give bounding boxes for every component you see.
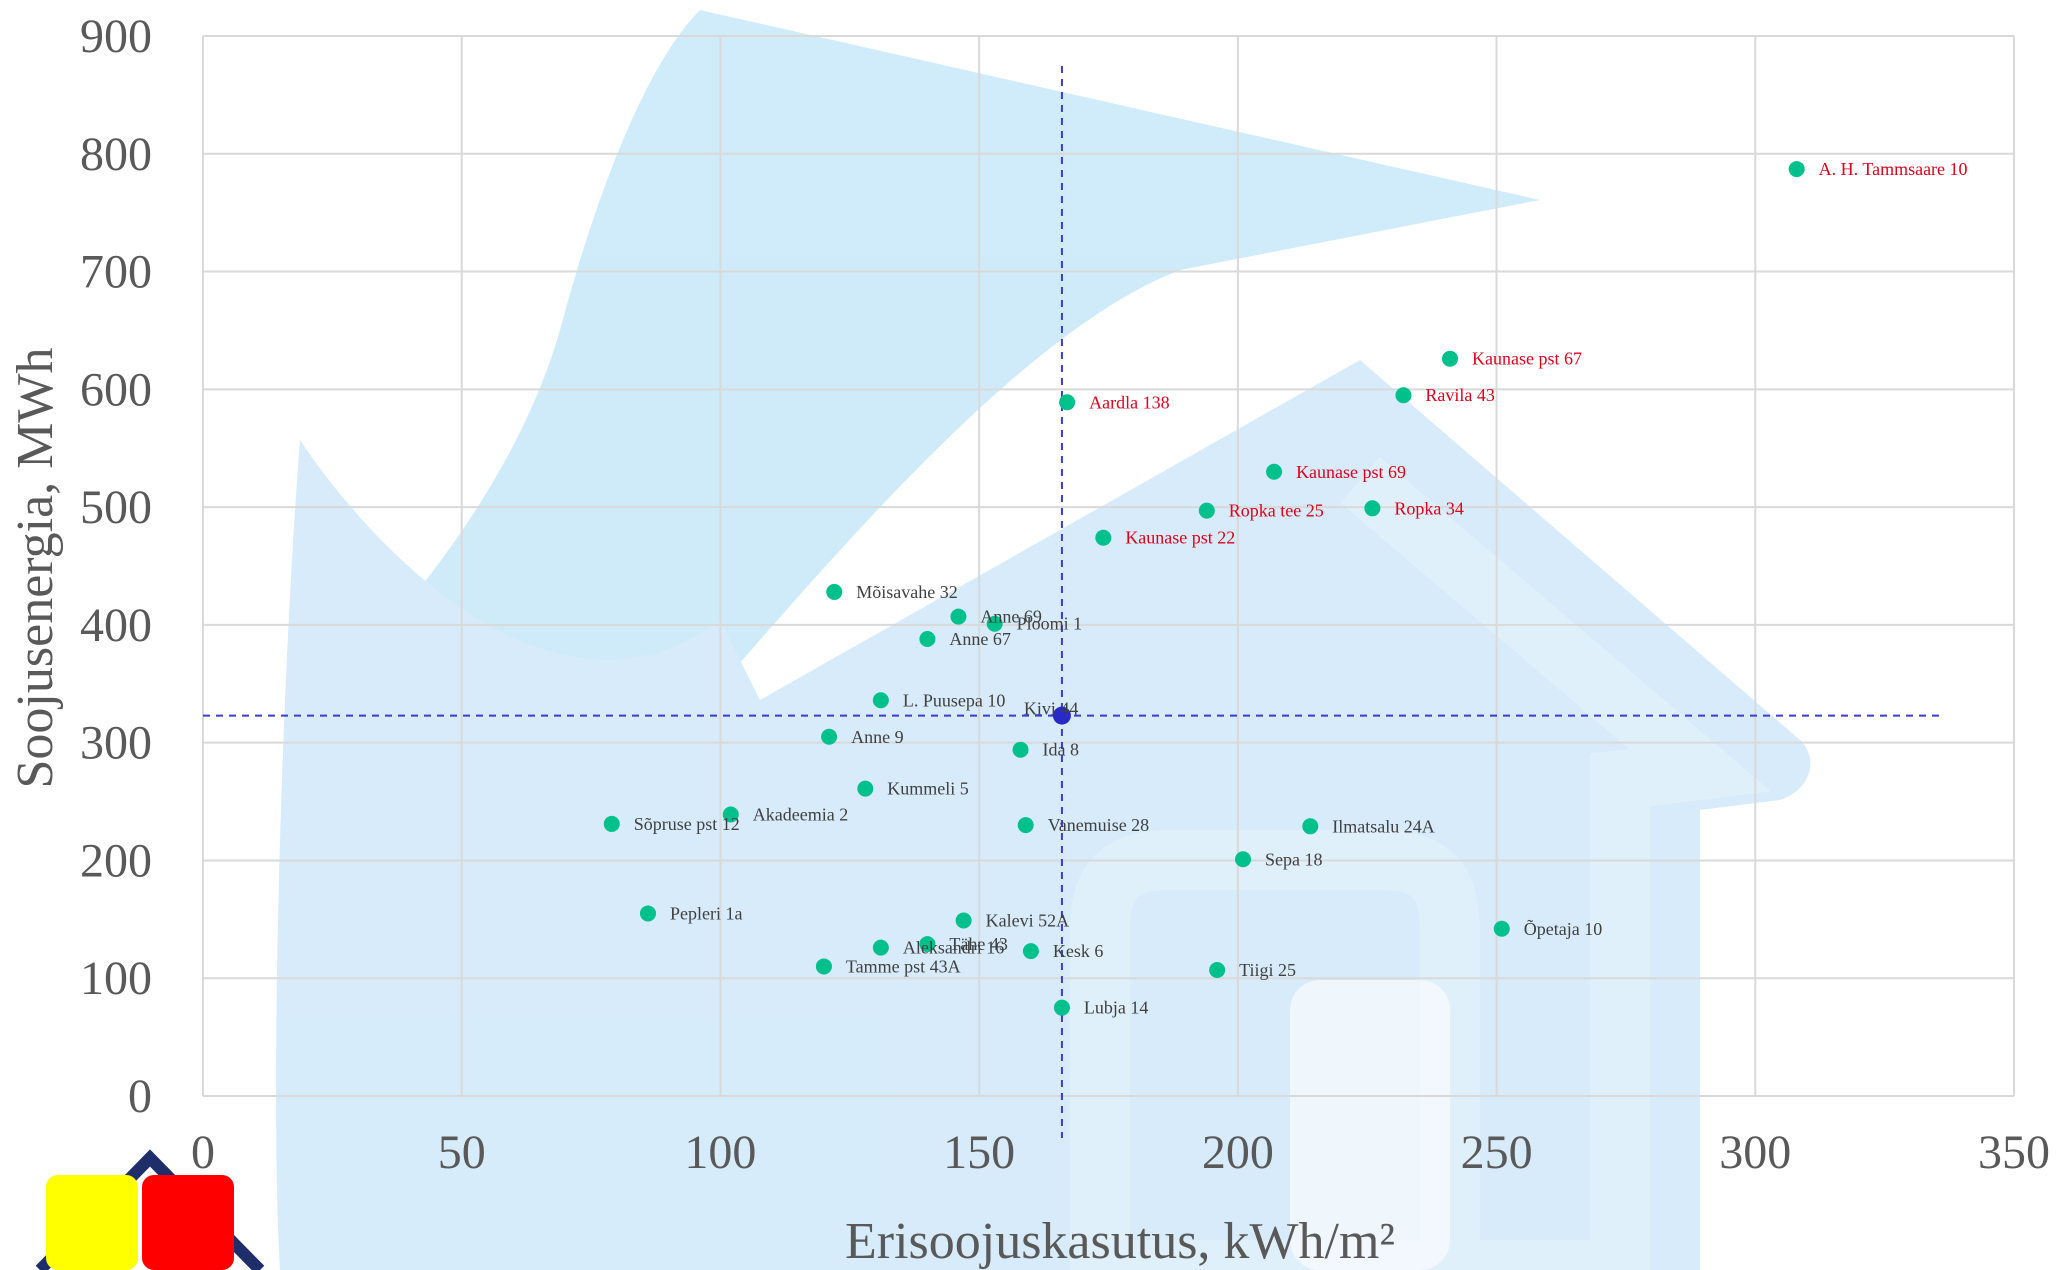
data-point-label: Akadeemia 2: [753, 805, 848, 825]
data-point: [1209, 961, 1226, 978]
data-point: [1053, 999, 1070, 1016]
data-point-label: Tamme pst 43A: [846, 956, 961, 976]
data-point-label: Kaunase pst 69: [1296, 462, 1406, 482]
data-point-label: L. Puusepa 10: [903, 690, 1006, 710]
data-point-label: Ropka 34: [1394, 498, 1464, 518]
data-point: [722, 806, 739, 823]
watermark-door: [1290, 980, 1450, 1270]
data-point: [1266, 463, 1283, 480]
y-axis-title: Soojusenergia, MWh: [7, 348, 64, 789]
y-tick-label: 300: [80, 717, 152, 770]
data-point-label: Pepleri 1a: [670, 903, 742, 923]
y-tick-label: 100: [80, 952, 152, 1005]
x-tick-label: 100: [684, 1126, 756, 1179]
data-point: [1095, 529, 1112, 546]
data-point: [603, 815, 620, 832]
data-point-label: Ploomi 1: [1017, 614, 1083, 634]
x-axis-title: Erisoojuskasutus, kWh/m²: [845, 1213, 1395, 1270]
point-labels: A. H. Tammsaare 10 Kaunase pst 67 Ravila 4…: [634, 159, 1968, 1018]
data-point-label: Aardla 138: [1089, 392, 1169, 412]
data-point: [1017, 817, 1034, 834]
data-point-label: Anne 67: [949, 629, 1011, 649]
data-point: [872, 692, 889, 709]
corner-logo: [35, 1149, 265, 1270]
data-point-label: Ravila 43: [1425, 385, 1495, 405]
data-point: [1442, 350, 1459, 367]
data-point-label: Anne 69: [980, 607, 1042, 627]
data-point-label: Kesk 6: [1053, 941, 1104, 961]
data-point: [826, 583, 843, 600]
x-tick-label: 300: [1719, 1126, 1791, 1179]
reference-point: [1052, 706, 1071, 725]
data-point-label: Anne 9: [851, 727, 904, 747]
data-point: [857, 780, 874, 797]
data-point: [1235, 851, 1252, 868]
data-point: [872, 939, 889, 956]
x-tick-label: 50: [438, 1126, 486, 1179]
data-point: [1059, 394, 1076, 411]
watermark-house-logo: [276, 10, 1811, 1270]
data-point: [639, 905, 656, 922]
data-point: [950, 608, 967, 625]
y-tick-label: 800: [80, 128, 152, 181]
data-point: [1302, 818, 1319, 835]
data-point: [1364, 500, 1381, 517]
y-tick-label: 0: [128, 1070, 152, 1123]
data-point-label: Ropka tee 25: [1229, 501, 1324, 521]
data-point: [1395, 387, 1412, 404]
x-tick-label: 150: [943, 1126, 1015, 1179]
data-point-label: Tähe 43: [949, 934, 1007, 954]
data-point: [815, 958, 832, 975]
data-point-label: Kaunase pst 22: [1125, 528, 1235, 548]
data-point: [821, 728, 838, 745]
data-point-label: Lubja 14: [1084, 998, 1149, 1018]
data-point: [919, 936, 936, 953]
data-point-label: Aleksandri 16: [903, 938, 1004, 958]
y-tick-label: 500: [80, 481, 152, 534]
data-point: [919, 631, 936, 648]
logo-yellow-square: [46, 1175, 138, 1270]
data-point: [955, 912, 972, 929]
y-tick-label: 900: [80, 10, 152, 63]
y-tick-label: 600: [80, 363, 152, 416]
data-point: [1198, 502, 1215, 519]
data-point-label: Sepa 18: [1265, 849, 1323, 869]
data-point-label: Sõpruse pst 12: [634, 814, 740, 834]
reference-lines: [203, 66, 1942, 1138]
data-point: [1493, 920, 1510, 937]
y-tick-label: 700: [80, 246, 152, 299]
data-point: [1022, 943, 1039, 960]
y-tick-label: 400: [80, 599, 152, 652]
x-tick-label: 350: [1978, 1126, 2050, 1179]
data-point-label: Ida 8: [1043, 740, 1079, 760]
data-point-label: Kaunase pst 67: [1472, 349, 1582, 369]
logo-red-square: [142, 1175, 234, 1270]
gridlines: [202, 35, 2015, 1097]
data-point-label: Ilmatsalu 24A: [1332, 816, 1434, 836]
axes: 0 50 100 150 200 250 300 350 0 100 200 300 400 500 600…: [80, 10, 2050, 1179]
x-tick-label: 250: [1461, 1126, 1533, 1179]
data-point: [1788, 161, 1805, 178]
x-tick-label: 200: [1202, 1126, 1274, 1179]
reference-point-label: Kivi 44: [1024, 699, 1079, 719]
data-point-label: Kalevi 52A: [986, 911, 1069, 931]
data-point-label: Mõisavahe 32: [856, 582, 957, 602]
y-tick-label: 200: [80, 834, 152, 887]
data-point: [1012, 741, 1029, 758]
data-point-label: Vanemuise 28: [1048, 815, 1149, 835]
x-tick-label: 0: [191, 1126, 215, 1179]
data-point-label: Tiigi 25: [1239, 960, 1296, 980]
data-point-label: Õpetaja 10: [1524, 918, 1602, 939]
data-point: [986, 615, 1003, 632]
data-point-label: Kummeli 5: [887, 779, 969, 799]
data-point-label: A. H. Tammsaare 10: [1819, 159, 1968, 179]
data-points: [603, 161, 1805, 1016]
